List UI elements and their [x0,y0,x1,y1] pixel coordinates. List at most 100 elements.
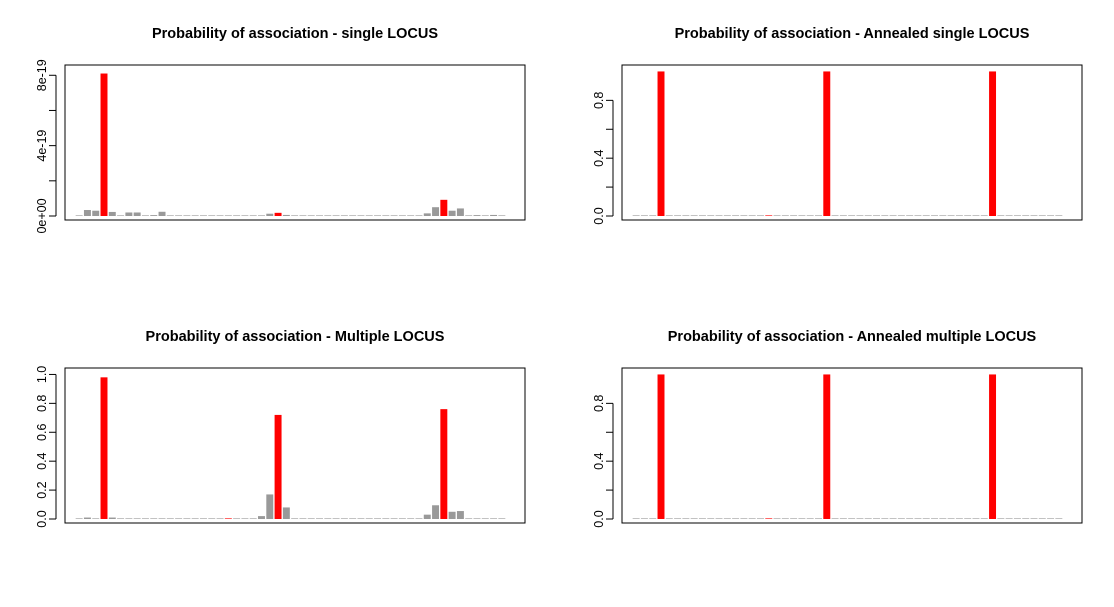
bar [674,518,682,519]
y-tick-label: 0.6 [35,424,49,441]
y-tick-label: 0.8 [35,395,49,412]
bar [141,215,149,216]
bar [166,215,174,216]
bar [233,518,241,519]
chart-svg: Probability of association - Annealed mu… [592,329,1083,528]
bar [382,215,390,216]
bar [141,518,149,519]
bar [299,215,307,216]
bar [723,518,731,519]
y-tick-label: 0.4 [35,452,49,469]
bar [183,215,191,216]
bar [456,208,464,216]
bar [258,215,265,216]
bar [790,518,798,519]
bar [632,215,640,216]
y-tick-label: 0.8 [592,395,606,412]
bar [732,215,740,216]
bar [150,518,158,519]
bar [473,518,481,519]
bar [440,199,448,216]
bar [332,215,340,216]
bar [92,518,100,519]
bar [307,518,315,519]
bar [1022,215,1030,216]
bar [191,215,199,216]
bar [632,518,640,519]
bar [748,215,756,216]
bar [972,215,980,216]
bar [889,215,897,216]
bar [407,518,415,519]
bar [922,215,930,216]
bar [465,518,473,519]
bar [291,215,299,216]
bar [498,215,506,216]
bar [765,518,773,519]
y-tick-label: 1.0 [35,366,49,383]
bar [939,518,947,519]
bar [955,518,963,519]
bar [175,518,183,519]
bar [922,518,930,519]
bar [481,215,489,216]
bar [657,374,665,519]
bar [481,518,489,519]
bar [980,215,988,216]
y-tick-label: 0.4 [592,149,606,166]
bar [740,215,748,216]
bar [748,518,756,519]
bar [498,518,506,519]
bar [83,517,91,519]
bar [448,210,456,216]
bar [989,374,997,519]
bar [815,518,822,519]
bar [166,518,174,519]
y-tick-label: 0.0 [592,207,606,224]
bar [1055,518,1063,519]
bar [723,215,731,216]
chart-title: Probability of association - Annealed mu… [668,329,1037,345]
bar [432,207,440,216]
bar [440,409,448,519]
bar [282,507,290,519]
bar [657,71,665,216]
bar [316,518,323,519]
bar [914,215,922,216]
bar [465,215,473,216]
bar [133,212,141,216]
bar [1030,518,1038,519]
bar [873,518,880,519]
bar [150,215,158,216]
bar [490,518,498,519]
bar [649,518,657,519]
bar [423,514,431,519]
bar [848,518,856,519]
bar [133,518,141,519]
bar [100,73,108,217]
bar [707,215,715,216]
bar [964,215,972,216]
bar [282,214,290,216]
bar [864,215,872,216]
bar [756,215,764,216]
bar [715,215,723,216]
bar [972,518,980,519]
chart-annealed-single-locus: Probability of association - Annealed si… [557,0,1114,303]
bar [873,215,880,216]
bar [233,215,241,216]
bar [690,215,698,216]
bar [682,215,690,216]
bar [117,215,125,216]
bar [798,215,806,216]
bar [740,518,748,519]
bar [75,518,83,519]
bar [823,374,831,519]
bar [839,215,847,216]
bar [980,518,988,519]
bar [365,215,373,216]
bar [1005,215,1013,216]
bar [897,215,905,216]
y-tick-label: 0.0 [35,510,49,527]
bar [357,215,365,216]
